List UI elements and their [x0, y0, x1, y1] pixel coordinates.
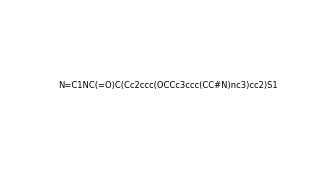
Text: N=C1NC(=O)C(Cc2ccc(OCCc3ccc(CC#N)nc3)cc2)S1: N=C1NC(=O)C(Cc2ccc(OCCc3ccc(CC#N)nc3)cc2…: [58, 81, 277, 90]
